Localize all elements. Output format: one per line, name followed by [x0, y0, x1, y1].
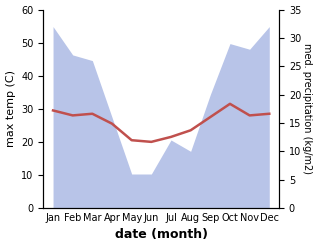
Y-axis label: max temp (C): max temp (C): [5, 70, 16, 147]
Y-axis label: med. precipitation (kg/m2): med. precipitation (kg/m2): [302, 43, 313, 174]
X-axis label: date (month): date (month): [115, 228, 208, 242]
